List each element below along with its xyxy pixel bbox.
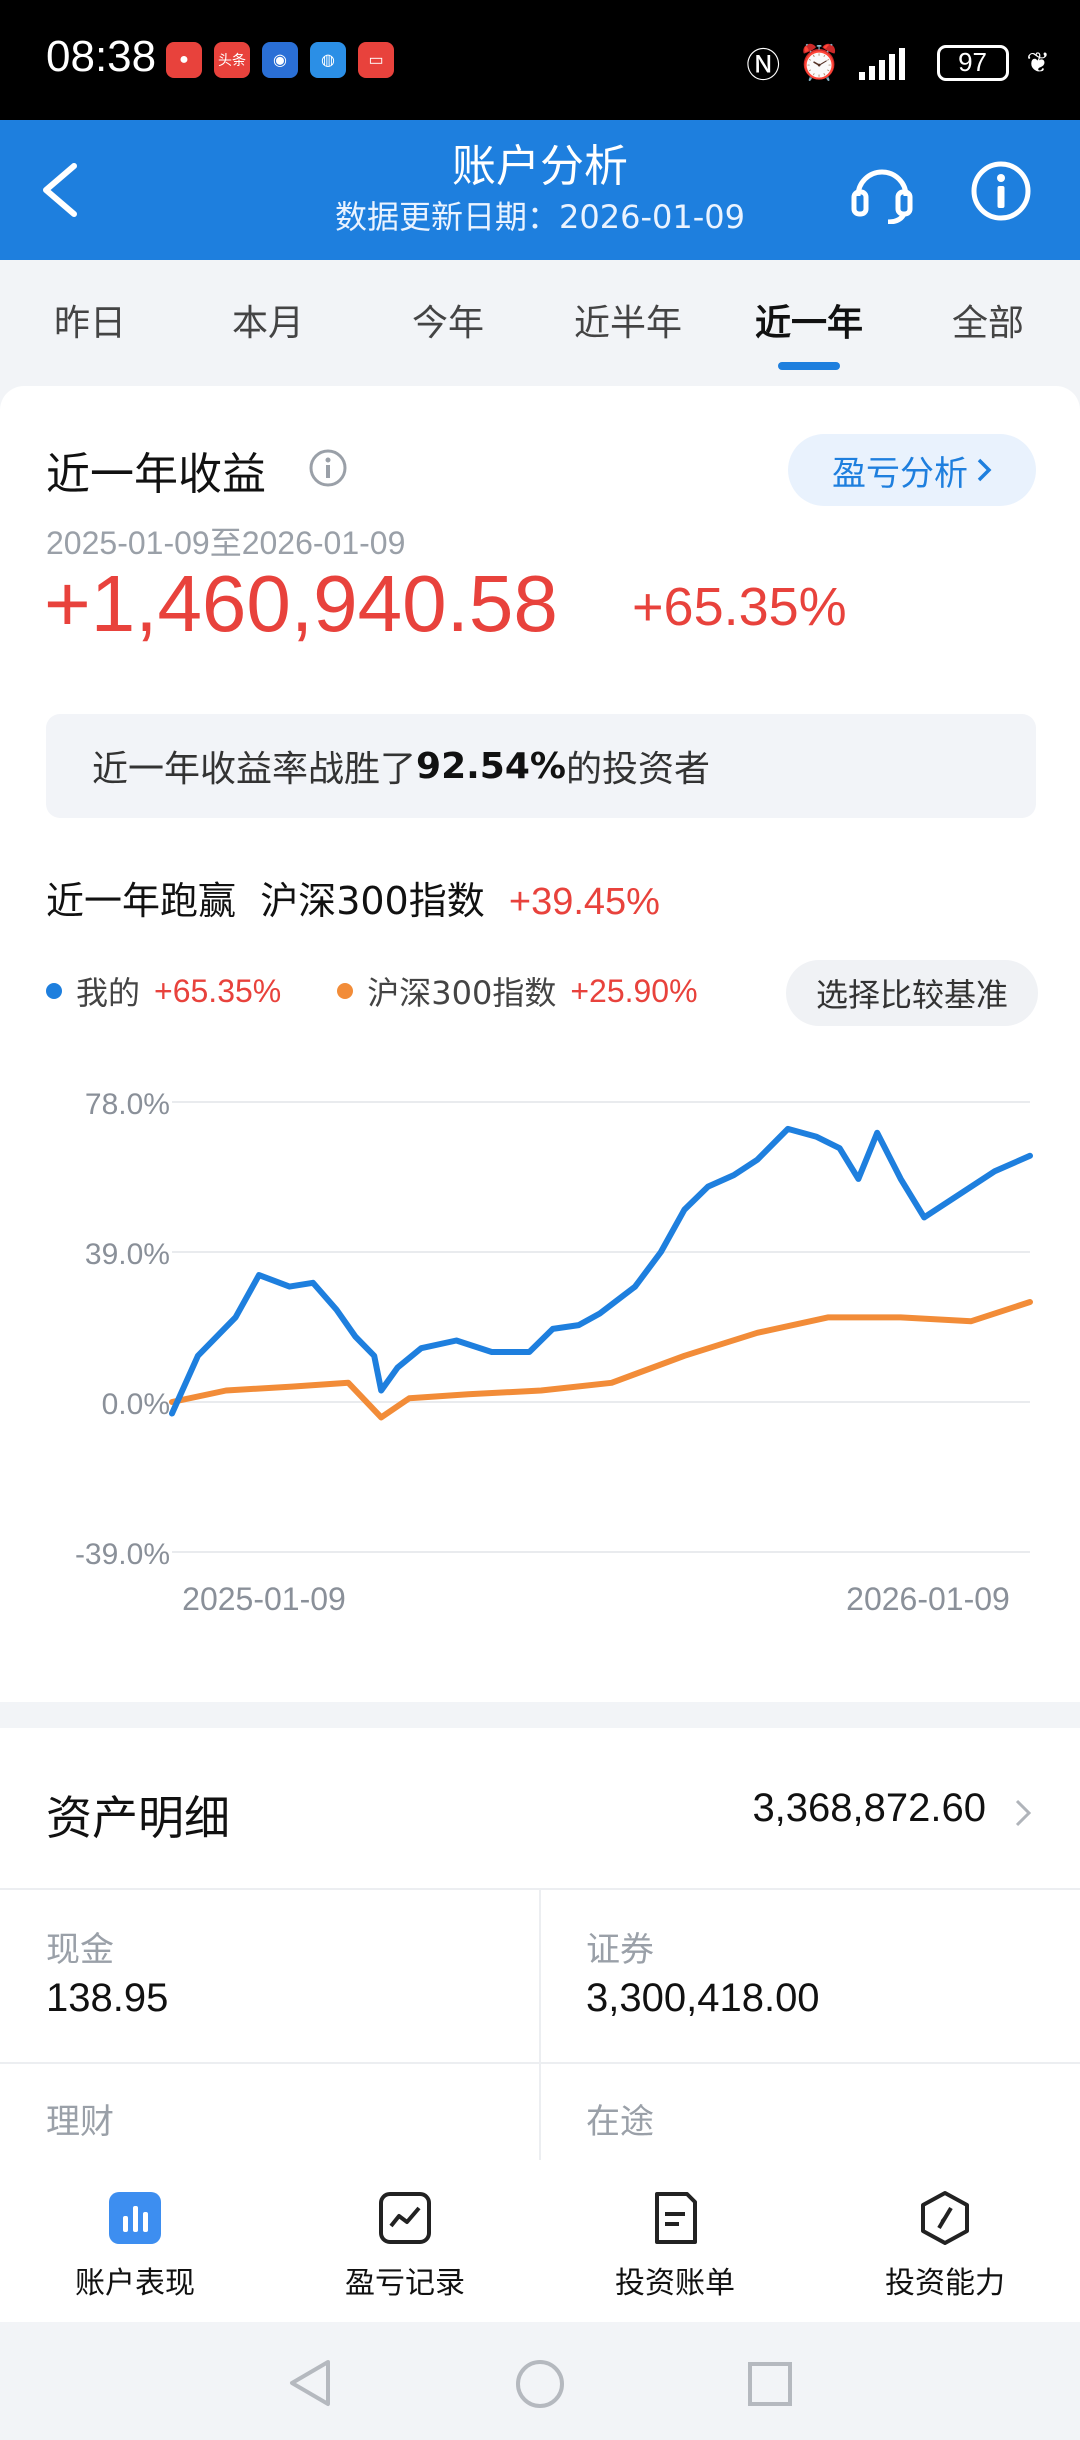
tab-one-year[interactable]: 近一年 <box>754 303 863 344</box>
asset-in-transit[interactable]: 在途 <box>540 2062 1080 2234</box>
earnings-amount: +1,460,940.58 <box>44 559 558 648</box>
period-tabs: 昨日 本月 今年 近半年 近一年 全部 <box>0 260 1080 386</box>
toutiao-notification-icon: 头条 <box>214 42 250 78</box>
divider <box>0 2062 1080 2064</box>
signal-icon <box>858 47 905 80</box>
select-benchmark-button[interactable]: 选择比较基准 <box>786 960 1038 1026</box>
outperform-label: 近一年跑赢 <box>46 879 237 923</box>
x-tick-label: 2025-01-09 <box>182 1581 346 1617</box>
asset-securities[interactable]: 证券 3,300,418.00 <box>540 1890 1080 2062</box>
asset-value: 3,300,418.00 <box>586 1976 820 2020</box>
blue-app-notification-icon: ◉ <box>262 42 298 78</box>
legend-bench-label: 沪深300指数 <box>367 974 557 1012</box>
nfc-icon: Ⓝ <box>746 46 781 86</box>
beat-investors-banner: 近一年收益率战胜了 92.54% 的投资者 <box>46 714 1036 818</box>
earnings-card: 近一年收益 盈亏分析 2025-01-09至2026-01-09 +1,460,… <box>0 386 1080 1702</box>
red-app-notification-icon: ▭ <box>358 42 394 78</box>
bottom-nav: 账户表现 盈亏记录 投资账单 投资能力 <box>0 2160 1080 2322</box>
legend-mine-dot <box>46 983 62 999</box>
home-circle-icon[interactable] <box>514 2358 566 2410</box>
bar-chart-icon <box>109 2192 161 2244</box>
tab-yesterday[interactable]: 昨日 <box>53 303 126 344</box>
legend-mine-label: 我的 <box>76 974 141 1012</box>
nav-label: 盈亏记录 <box>345 2266 465 2301</box>
y-tick-label: -39.0% <box>75 1538 170 1571</box>
outperform-line: 近一年跑赢 沪深300指数 +39.45% <box>46 870 660 925</box>
asset-label: 理财 <box>46 2102 114 2142</box>
update-date: 数据更新日期：2026-01-09 <box>335 198 745 236</box>
back-triangle-icon[interactable] <box>286 2358 334 2408</box>
earnings-info-icon[interactable] <box>308 448 348 488</box>
line-chart-icon <box>379 2192 431 2244</box>
tab-this-year[interactable]: 今年 <box>411 303 484 344</box>
page-title: 账户分析 <box>452 141 628 192</box>
asset-value: 138.95 <box>46 1976 169 2020</box>
returns-chart: 78.0% 39.0% 0.0% -39.0% 2025-01-09 2026-01-09 <box>75 1088 1033 1617</box>
asset-label: 证券 <box>586 1930 654 1970</box>
battery-icon: 97 <box>936 44 1009 81</box>
asset-cash[interactable]: 现金 138.95 <box>0 1890 540 2062</box>
nav-label: 账户表现 <box>75 2266 195 2301</box>
header: 账户分析 数据更新日期：2026-01-09 <box>0 120 1080 260</box>
asset-label: 在途 <box>586 2102 654 2142</box>
asset-grid: 现金 138.95 证券 3,300,418.00 理财 在途 <box>0 1888 1080 2162</box>
app-notification-icon: ● <box>166 42 202 78</box>
nav-investment-bill[interactable]: 投资账单 <box>540 2190 810 2302</box>
x-tick-label: 2026-01-09 <box>846 1581 1010 1617</box>
asset-total[interactable]: 3,368,872.60 <box>752 1786 986 1830</box>
beat-suffix: 的投资者 <box>565 749 710 790</box>
nav-pnl-records[interactable]: 盈亏记录 <box>270 2190 540 2302</box>
asset-title: 资产明细 <box>46 1791 230 1845</box>
legend-bench-dot <box>337 983 354 999</box>
earnings-title: 近一年收益 <box>46 449 266 500</box>
leaf-icon: ❦ <box>1026 46 1050 79</box>
series-line-mine <box>169 1125 1033 1417</box>
chevron-right-icon <box>977 458 992 482</box>
legend-mine-value: +65.35% <box>154 972 282 1009</box>
tab-all[interactable]: 全部 <box>951 303 1024 344</box>
legend-bench-value: +25.90% <box>570 972 698 1009</box>
nav-investment-ability[interactable]: 投资能力 <box>810 2190 1080 2302</box>
asset-details: 资产明细 3,368,872.60 现金 138.95 证券 3,300,418… <box>0 1728 1080 2162</box>
beat-value: 92.54% <box>416 745 566 787</box>
nav-label: 投资能力 <box>885 2266 1005 2301</box>
series-line-benchmark <box>169 1299 1033 1421</box>
asset-label: 现金 <box>46 1930 114 1970</box>
active-tab-indicator <box>778 362 840 370</box>
outperform-value: +39.45% <box>508 881 660 923</box>
status-bar: 08:38 ● 头条 ◉ ◍ ▭ Ⓝ ⏰ 97 ❦ <box>0 0 1080 120</box>
notification-icons: ● 头条 ◉ ◍ ▭ <box>166 42 394 78</box>
tab-half-year[interactable]: 近半年 <box>573 303 682 344</box>
status-time: 08:38 <box>46 32 157 81</box>
nav-label: 投资账单 <box>615 2266 735 2301</box>
browser-notification-icon: ◍ <box>310 42 346 78</box>
chart-legend: 我的 +65.35% 沪深300指数 +25.90% <box>46 968 698 1014</box>
y-tick-label: 39.0% <box>85 1238 170 1271</box>
earnings-percent: +65.35% <box>632 577 847 637</box>
tab-this-month[interactable]: 本月 <box>231 303 304 344</box>
system-icons: Ⓝ ⏰ 97 ❦ <box>746 38 1050 87</box>
back-icon[interactable] <box>38 162 82 218</box>
compass-icon <box>921 2191 969 2245</box>
info-icon[interactable] <box>970 160 1032 222</box>
alarm-icon: ⏰ <box>798 42 841 83</box>
y-tick-label: 78.0% <box>85 1088 170 1121</box>
divider <box>539 1890 541 2162</box>
beat-prefix: 近一年收益率战胜了 <box>92 749 417 790</box>
headset-icon[interactable] <box>848 160 916 224</box>
pnl-analysis-label: 盈亏分析 <box>832 453 968 494</box>
asset-wealth[interactable]: 理财 <box>0 2062 540 2234</box>
date-range: 2025-01-09至2026-01-09 <box>46 525 406 561</box>
bill-icon <box>655 2192 697 2244</box>
nav-account-performance[interactable]: 账户表现 <box>0 2190 270 2302</box>
recents-square-icon[interactable] <box>746 2360 794 2408</box>
outperform-index: 沪深300指数 <box>260 879 485 923</box>
y-tick-label: 0.0% <box>102 1388 170 1421</box>
system-navigation-bar <box>0 2322 1080 2440</box>
chevron-right-icon[interactable] <box>1014 1798 1032 1828</box>
pnl-analysis-button[interactable]: 盈亏分析 <box>788 434 1036 506</box>
